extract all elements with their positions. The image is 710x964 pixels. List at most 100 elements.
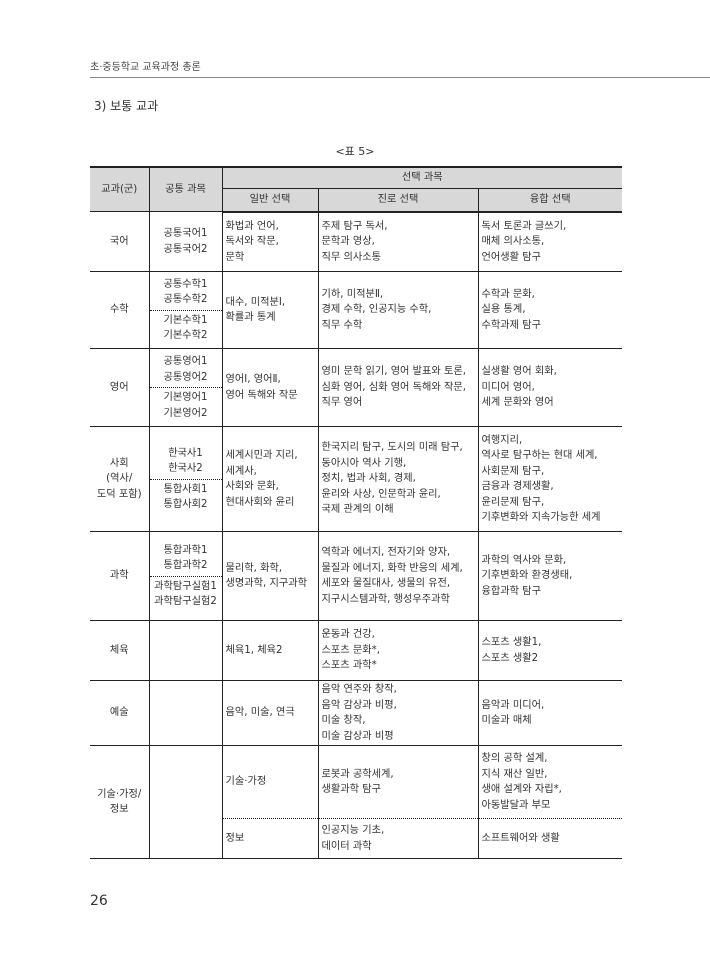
general-cell: 기술·가정	[222, 745, 319, 819]
common-group: 통합과학1 통합과학2	[153, 541, 219, 576]
career-cell-line: 직무 영어	[321, 397, 363, 409]
fusion-cell-line: 매체 의사소통,	[481, 236, 545, 247]
common-group: 기본영어1 기본영어2	[149, 387, 222, 423]
fusion-cell-line: 아동발달과 부모	[481, 799, 551, 811]
table-row: 예술 음악, 미술, 연극 음악 연주와 창작, 음악 감상과 비평, 미술 창작, 미술…	[90, 680, 623, 746]
career-cell-line: 음악 연주와 창작,	[321, 684, 397, 695]
table-row: 영어 공통영어1 공통영어2 기본영어1 기본영어2 영어Ⅰ, 영어Ⅱ, 영어 독해와 작문…	[90, 348, 623, 427]
career-cell-line: 물질과 에너지, 화학 반응의 세계,	[321, 562, 463, 574]
subject-cell-line: 기술·가정/	[97, 788, 142, 800]
common-course: 통합과학2	[163, 560, 208, 571]
fusion-cell-line: 여행지리,	[481, 434, 523, 446]
career-cell-line: 미술 창작,	[321, 715, 366, 726]
career-cell-line: 로봇과 공학세계,	[321, 768, 394, 780]
table-caption: <표 5>	[335, 145, 375, 158]
common-group: 공통영어1 공통영어2	[153, 352, 219, 387]
common-course: 한국사1	[168, 447, 203, 459]
common-course: 통합사회2	[163, 499, 208, 510]
fusion-cell-line: 생애 설계와 자립*,	[481, 784, 562, 795]
career-cell-line: 스포츠 문화*,	[321, 644, 380, 656]
general-cell: 세계시민과 지리, 세계사, 사회와 문화, 현대사회와 윤리	[222, 426, 319, 532]
fusion-cell: 수학과 문화, 실용 통계, 수학과제 탐구	[478, 271, 623, 349]
fusion-cell: 실생활 영어 회화, 미디어 영어, 세계 문화와 영어	[478, 348, 623, 427]
career-cell-line: 인공지능 기초,	[321, 825, 385, 836]
common-course: 통합과학1	[163, 544, 208, 556]
common-cell: 공통수학1 공통수학2 기본수학1 기본수학2	[149, 271, 223, 349]
fusion-cell-line: 역사로 탐구하는 현대 세계,	[481, 450, 598, 461]
table-row: 과학 통합과학1 통합과학2 과학탐구실험1 과학탐구실험2 물리학, 화학, 생명과학, …	[90, 531, 623, 621]
subject-cell-line: 예술	[109, 707, 129, 719]
common-group: 공통국어1 공통국어2	[153, 224, 219, 259]
general-cell-line: 생명과학, 지구과학	[225, 578, 307, 589]
career-cell-line: 문학과 영상,	[321, 236, 375, 247]
general-cell: 정보	[222, 818, 319, 859]
career-cell-line: 정치, 법과 사회, 경제,	[321, 473, 416, 485]
fusion-cell-line: 기후변화와 지속가능한 세계	[481, 512, 601, 523]
common-course: 기본수학2	[163, 330, 208, 341]
common-group: 과학탐구실험1 과학탐구실험2	[149, 575, 222, 612]
common-course: 통합사회1	[163, 483, 208, 495]
subject-cell: 과학	[90, 531, 150, 621]
fusion-cell-line: 금융과 경제생활,	[481, 481, 554, 492]
general-cell-line: 사회와 문화,	[225, 481, 279, 492]
general-cell-line: 체육1, 체육2	[225, 644, 283, 656]
fusion-cell-line: 스포츠 생활2	[481, 652, 539, 664]
common-course: 공통국어2	[163, 243, 208, 255]
career-cell: 음악 연주와 창작, 음악 감상과 비평, 미술 창작, 미술 감상과 비평	[318, 680, 479, 746]
running-header: 초·중등학교 교육과정 총론	[90, 62, 201, 73]
fusion-cell-line: 소프트웨어와 생활	[481, 832, 560, 844]
general-cell-line: 영어 독해와 작문	[225, 389, 298, 401]
career-cell-line: 한국지리 탐구, 도시의 미래 탐구,	[321, 442, 463, 454]
common-course: 기본수학1	[163, 314, 208, 326]
subject-cell-line: 도덕 포함)	[96, 488, 142, 500]
common-group: 기본수학1 기본수학2	[149, 309, 222, 346]
header-fusion: 융합 선택	[478, 188, 623, 213]
common-cell: 공통영어1 공통영어2 기본영어1 기본영어2	[149, 348, 223, 427]
subject-cell: 수학	[90, 271, 150, 349]
subject-cell: 국어	[90, 211, 150, 272]
general-cell: 체육1, 체육2	[222, 620, 319, 681]
career-cell-line: 주제 탐구 독서,	[321, 220, 388, 232]
general-cell: 음악, 미술, 연극	[222, 680, 319, 746]
common-cell	[149, 745, 223, 859]
fusion-cell-line: 실생활 영어 회화,	[481, 366, 557, 378]
fusion-cell: 과학의 역사와 문화, 기후변화와 환경생태, 융합과학 탐구	[478, 531, 623, 621]
career-cell: 주제 탐구 독서, 문학과 영상, 직무 의사소통	[318, 211, 479, 272]
career-cell-line: 직무 의사소통	[321, 251, 381, 263]
common-course: 기본영어1	[163, 392, 208, 403]
general-cell: 영어Ⅰ, 영어Ⅱ, 영어 독해와 작문	[222, 348, 319, 427]
subject-cell-line: 영어	[109, 381, 129, 393]
header-general: 일반 선택	[222, 188, 319, 213]
fusion-cell-line: 수학과제 탐구	[481, 319, 541, 331]
header-common: 공통 과목	[149, 166, 223, 212]
header-subject: 교과(군)	[90, 166, 150, 212]
subject-cell: 예술	[90, 680, 150, 746]
career-cell-line: 역학과 에너지, 전자기와 양자,	[321, 547, 451, 558]
fusion-cell-line: 세계 문화와 영어	[481, 397, 554, 409]
career-cell-line: 윤리와 사상, 인문학과 윤리,	[321, 488, 441, 500]
table-row: 체육 체육1, 체육2 운동과 건강, 스포츠 문화*, 스포츠 과학* 스포츠 생활1,…	[90, 620, 623, 681]
general-cell-line: 독서와 작문,	[225, 236, 279, 247]
table-row: 수학 공통수학1 공통수학2 기본수학1 기본수학2 대수, 미적분Ⅰ, 확률과 통계 기하,…	[90, 271, 623, 349]
subject-cell-line: 체육	[109, 644, 129, 656]
career-cell-line: 경제 수학, 인공지능 수학,	[321, 304, 432, 316]
subject-cell-line: (역사/	[106, 473, 133, 485]
career-cell-line: 지구시스템과학, 행성우주과학	[321, 593, 450, 605]
common-course: 과학탐구실험1	[154, 580, 217, 592]
table-row: 국어 공통국어1 공통국어2 화법과 언어, 독서와 작문, 문학 주제 탐구 독서, 문학과…	[90, 211, 623, 272]
fusion-cell-line: 미술과 매체	[481, 715, 532, 726]
header-rule	[90, 77, 710, 78]
general-cell-line: 확률과 통계	[225, 312, 276, 323]
subject-cell-line: 과학	[109, 570, 129, 582]
career-cell-line: 국제 관계의 이해	[321, 504, 394, 516]
career-cell-line: 직무 수학	[321, 319, 363, 331]
fusion-cell-line: 음악과 미디어,	[481, 699, 545, 711]
general-cell-line: 정보	[225, 832, 245, 844]
subject-cell: 체육	[90, 620, 150, 681]
common-course: 공통국어1	[163, 228, 208, 239]
fusion-cell: 창의 공학 설계, 지식 재산 일반, 생애 설계와 자립*, 아동발달과 부모	[478, 745, 623, 819]
career-cell-line: 세포와 물질대사, 생물의 유전,	[321, 578, 451, 589]
general-cell-line: 음악, 미술, 연극	[225, 707, 295, 719]
fusion-cell-line: 기후변화와 환경생태,	[481, 570, 573, 582]
fusion-cell-line: 언어생활 탐구	[481, 251, 541, 263]
